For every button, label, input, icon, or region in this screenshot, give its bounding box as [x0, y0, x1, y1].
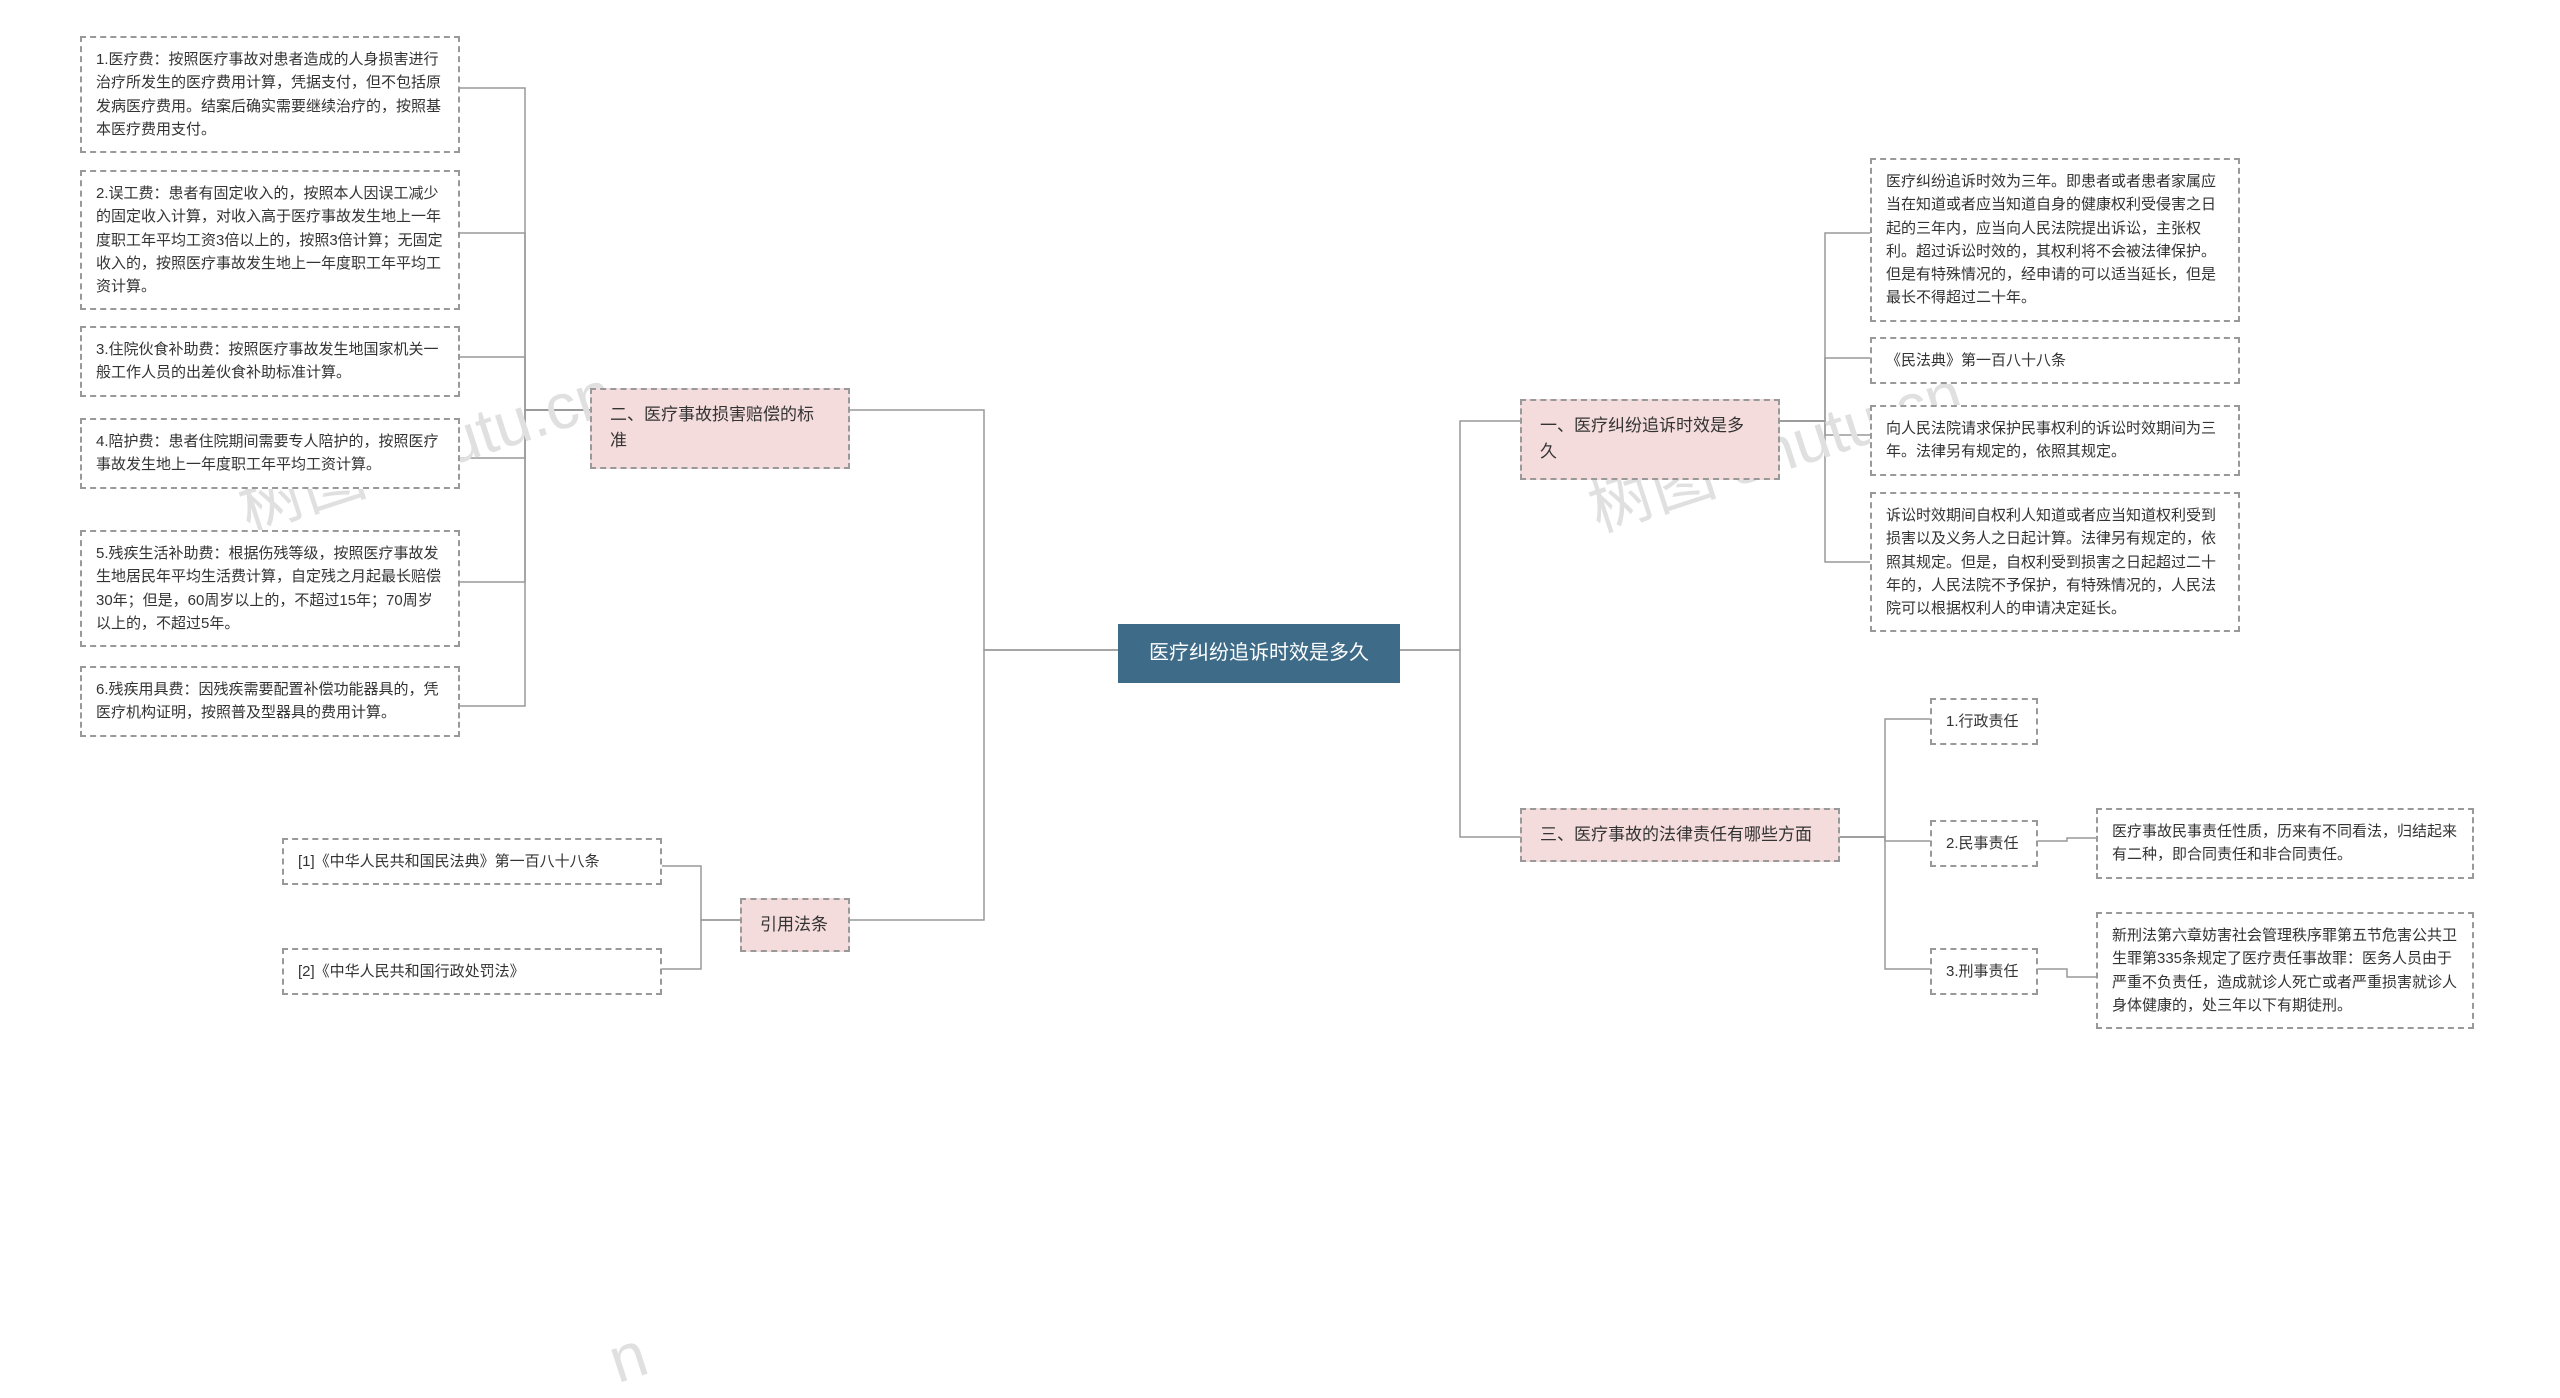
- sub-leaf-node[interactable]: 医疗事故民事责任性质，历来有不同看法，归结起来有二种，即合同责任和非合同责任。: [2096, 808, 2474, 879]
- leaf-node[interactable]: 诉讼时效期间自权利人知道或者应当知道权利受到损害以及义务人之日起计算。法律另有规…: [1870, 492, 2240, 632]
- leaf-node[interactable]: 2.民事责任: [1930, 820, 2038, 867]
- leaf-node[interactable]: [2]《中华人民共和国行政处罚法》: [282, 948, 662, 995]
- leaf-node[interactable]: [1]《中华人民共和国民法典》第一百八十八条: [282, 838, 662, 885]
- leaf-node[interactable]: 6.残疾用具费：因残疾需要配置补偿功能器具的，凭医疗机构证明，按照普及型器具的费…: [80, 666, 460, 737]
- leaf-node[interactable]: 《民法典》第一百八十八条: [1870, 337, 2240, 384]
- leaf-node[interactable]: 4.陪护费：患者住院期间需要专人陪护的，按照医疗事故发生地上一年度职工年平均工资…: [80, 418, 460, 489]
- leaf-node[interactable]: 1.医疗费：按照医疗事故对患者造成的人身损害进行治疗所发生的医疗费用计算，凭据支…: [80, 36, 460, 153]
- leaf-node[interactable]: 3.刑事责任: [1930, 948, 2038, 995]
- mindmap-canvas: 树图 shutu.cn 树图 shutu.cn n 医疗纠纷追诉时效是多久 一、…: [0, 0, 2560, 1359]
- leaf-node[interactable]: 3.住院伙食补助费：按照医疗事故发生地国家机关一般工作人员的出差伙食补助标准计算…: [80, 326, 460, 397]
- leaf-node[interactable]: 向人民法院请求保护民事权利的诉讼时效期间为三年。法律另有规定的，依照其规定。: [1870, 405, 2240, 476]
- branch-node[interactable]: 二、医疗事故损害赔偿的标准: [590, 388, 850, 469]
- branch-node[interactable]: 一、医疗纠纷追诉时效是多久: [1520, 399, 1780, 480]
- leaf-node[interactable]: 2.误工费：患者有固定收入的，按照本人因误工减少的固定收入计算，对收入高于医疗事…: [80, 170, 460, 310]
- leaf-node[interactable]: 5.残疾生活补助费：根据伤残等级，按照医疗事故发生地居民年平均生活费计算，自定残…: [80, 530, 460, 647]
- leaf-node[interactable]: 医疗纠纷追诉时效为三年。即患者或者患者家属应当在知道或者应当知道自身的健康权利受…: [1870, 158, 2240, 322]
- leaf-node[interactable]: 1.行政责任: [1930, 698, 2038, 745]
- branch-node[interactable]: 三、医疗事故的法律责任有哪些方面: [1520, 808, 1840, 862]
- sub-leaf-node[interactable]: 新刑法第六章妨害社会管理秩序罪第五节危害公共卫生罪第335条规定了医疗责任事故罪…: [2096, 912, 2474, 1029]
- root-node[interactable]: 医疗纠纷追诉时效是多久: [1118, 624, 1400, 683]
- watermark: n: [599, 1316, 656, 1397]
- branch-node[interactable]: 引用法条: [740, 898, 850, 952]
